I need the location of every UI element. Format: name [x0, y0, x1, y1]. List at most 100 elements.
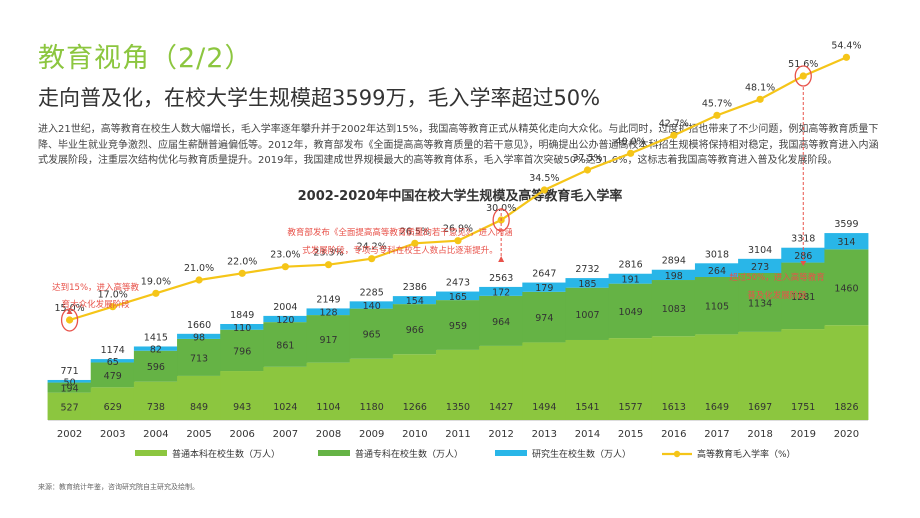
bar-segment-undergrad-2013 — [522, 342, 567, 420]
bar-segment-junior-2016 — [651, 280, 696, 337]
legend-grad-swatch — [495, 450, 527, 456]
bar-segment-undergrad-2011 — [436, 349, 480, 420]
bar-segment-grad-2012 — [479, 286, 524, 296]
bar-total-label: 2647 — [532, 269, 556, 280]
rate-point-2019 — [799, 72, 807, 80]
x-tick-label: 2013 — [532, 429, 557, 440]
x-tick-label: 2015 — [618, 429, 643, 440]
legend-undergrad-label: 普通本科在校生数（万人） — [172, 448, 280, 460]
bar-value-label: 527 — [61, 402, 79, 413]
rate-point-2011 — [454, 237, 462, 245]
x-tick-label: 2014 — [575, 429, 600, 440]
bar-segment-grad-2020 — [824, 233, 869, 250]
rate-point-2005 — [195, 276, 203, 284]
bar-value-label: 198 — [665, 271, 683, 282]
bar-segment-grad-2016 — [651, 269, 696, 281]
bar-segment-grad-2008 — [306, 308, 351, 316]
rate-point-2003 — [109, 303, 117, 311]
bar-total-label: 2004 — [273, 302, 297, 313]
bar-segment-grad-2019 — [781, 247, 826, 263]
bar-value-label: 1697 — [748, 402, 772, 413]
bar-value-label: 82 — [150, 345, 162, 356]
rate-point-2020 — [842, 53, 851, 61]
bar-value-label: 110 — [233, 323, 251, 334]
bar-total-label: 2732 — [575, 264, 599, 275]
bar-total-label: 3104 — [748, 245, 772, 256]
bar-value-label: 964 — [492, 317, 510, 328]
annotation-text-2019: 普及化发展阶段 — [747, 290, 807, 301]
bar-total-label: 2285 — [360, 287, 384, 298]
bar-total-label: 2816 — [619, 260, 643, 271]
x-tick-label: 2002 — [57, 429, 82, 440]
bar-value-label: 974 — [535, 313, 553, 324]
rate-point-2006 — [238, 269, 246, 277]
rate-label: 42.7% — [659, 118, 689, 129]
x-tick-label: 2020 — [834, 429, 859, 440]
x-tick-label: 2017 — [704, 429, 729, 440]
bar-value-label: 1180 — [360, 402, 384, 413]
source-note: 来源：教育统计年鉴，咨询研究院自主研究及绘制。 — [38, 483, 199, 491]
bar-segment-undergrad-2007 — [263, 366, 308, 420]
bar-segment-undergrad-2005 — [177, 375, 222, 420]
bar-value-label: 1613 — [662, 402, 686, 413]
bar-segment-junior-2011 — [436, 300, 480, 350]
bar-value-label: 1649 — [705, 402, 729, 413]
x-tick-label: 2005 — [186, 429, 211, 440]
bar-total-label: 2473 — [446, 278, 470, 289]
bar-total-label: 1415 — [144, 332, 168, 343]
bar-segment-junior-2010 — [392, 304, 437, 355]
rate-label: 26.5% — [400, 226, 430, 237]
bar-segment-undergrad-2014 — [565, 339, 610, 420]
bar-segment-undergrad-2020 — [824, 325, 869, 420]
bar-value-label: 1427 — [489, 402, 513, 413]
rate-point-2016 — [670, 131, 678, 139]
rate-label: 40.0% — [616, 136, 646, 147]
bar-value-label: 194 — [61, 384, 79, 395]
bar-value-label: 629 — [104, 402, 122, 413]
rate-label: 19.0% — [141, 276, 171, 287]
annotation-text-2012: 式发展阶段，专项与专科在校生人数占比逐渐提升。 — [302, 245, 498, 256]
annotation-text-2002: 育大众化发展阶段 — [62, 299, 131, 310]
rate-point-2004 — [152, 289, 160, 297]
bar-value-label: 966 — [406, 325, 424, 336]
chart-title: 2002-2020年中国在校大学生规模及高等教育毛入学率 — [298, 188, 623, 204]
bar-segment-grad-2013 — [522, 282, 567, 292]
bar-segment-grad-2002 — [47, 379, 92, 383]
bar-segment-grad-2007 — [263, 315, 308, 323]
bar-value-label: 172 — [492, 287, 510, 298]
legend-rate-marker — [673, 450, 681, 458]
x-tick-label: 2012 — [488, 429, 513, 440]
bar-segment-grad-2014 — [565, 278, 610, 288]
bar-total-label: 3018 — [705, 249, 729, 260]
bar-value-label: 1281 — [791, 292, 815, 303]
bar-value-label: 1105 — [705, 302, 729, 313]
rate-point-2013 — [540, 186, 548, 194]
annotation-arrow-2012 — [498, 256, 505, 262]
bar-segment-undergrad-2003 — [90, 387, 135, 420]
bar-value-label: 849 — [190, 402, 208, 413]
bar-total-label: 1660 — [187, 320, 211, 331]
x-tick-label: 2003 — [100, 429, 125, 440]
bar-segment-grad-2003 — [90, 359, 135, 363]
rate-point-2008 — [324, 261, 333, 269]
x-tick-label: 2018 — [747, 429, 772, 440]
x-tick-label: 2004 — [143, 429, 168, 440]
bar-segment-grad-2006 — [220, 323, 265, 330]
rate-label: 17.0% — [98, 290, 128, 301]
bar-segment-undergrad-2008 — [306, 362, 351, 420]
bar-segment-junior-2015 — [608, 283, 653, 339]
bar-segment-undergrad-2004 — [133, 381, 178, 420]
x-tick-label: 2009 — [359, 429, 384, 440]
bar-total-label: 2386 — [403, 282, 427, 293]
bar-segment-undergrad-2012 — [479, 345, 524, 420]
rate-point-2009 — [368, 255, 376, 263]
bar-total-label: 2149 — [316, 294, 340, 305]
bar-segment-undergrad-2015 — [608, 338, 653, 420]
bar-segment-junior-2013 — [522, 291, 567, 343]
rate-point-2007 — [281, 263, 289, 271]
x-tick-label: 2008 — [316, 429, 341, 440]
bar-value-label: 264 — [708, 266, 726, 277]
bar-value-label: 50 — [64, 377, 76, 388]
bar-value-label: 286 — [794, 251, 812, 262]
bar-value-label: 943 — [233, 402, 251, 413]
